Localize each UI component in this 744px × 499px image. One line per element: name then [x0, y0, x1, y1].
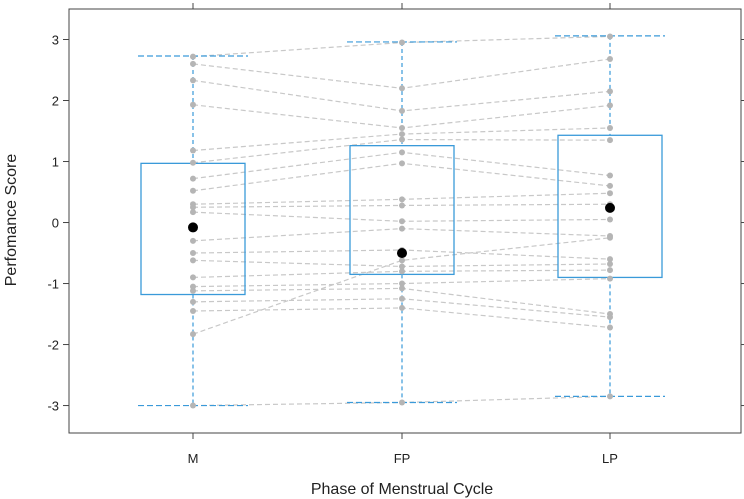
subject-point: [607, 324, 613, 331]
subject-point: [607, 256, 613, 263]
y-axis: -3 -2 -1 0 1 2 3: [47, 33, 744, 414]
subject-line: [192, 237, 611, 335]
subject-point: [399, 149, 405, 156]
subject-point: [399, 218, 405, 225]
x-tick-label: LP: [602, 451, 618, 466]
subject-point: [607, 234, 613, 241]
y-axis-title: Perfomance Score: [3, 154, 20, 287]
subject-point: [399, 280, 405, 287]
subject-point: [399, 225, 405, 232]
subject-point: [190, 283, 196, 290]
subject-point: [399, 202, 405, 209]
subject-line: [192, 35, 611, 58]
subject-point: [607, 88, 613, 95]
subject-point: [399, 39, 405, 46]
subject-points: [190, 33, 613, 409]
y-tick-label: 0: [52, 216, 59, 231]
y-tick-label: 2: [52, 94, 59, 109]
x-axis: M FP LP: [188, 3, 618, 466]
subject-point: [399, 160, 405, 167]
subject-point: [399, 85, 405, 92]
y-tick-label: -2: [47, 338, 59, 353]
median-point-M: [188, 222, 198, 233]
subject-point: [607, 267, 613, 274]
subject-point: [190, 159, 196, 166]
subject-point: [399, 285, 405, 292]
median-point-LP: [605, 202, 615, 213]
subject-point: [607, 182, 613, 189]
subject-point: [399, 257, 405, 264]
subject-point: [190, 287, 196, 294]
subject-point: [190, 53, 196, 60]
subject-point: [607, 56, 613, 63]
x-tick-label: FP: [394, 451, 411, 466]
y-tick-label: 3: [52, 33, 59, 48]
subject-point: [190, 147, 196, 154]
subject-point: [607, 275, 613, 282]
subject-point: [190, 204, 196, 211]
subject-point: [607, 172, 613, 179]
y-tick-label: -3: [47, 399, 59, 414]
y-tick-label: 1: [52, 155, 59, 170]
plot-frame: [68, 8, 742, 434]
subject-point: [190, 331, 196, 338]
subject-point: [190, 209, 196, 216]
subject-point: [399, 268, 405, 275]
subject-point: [190, 175, 196, 182]
y-tick-label: -1: [47, 277, 59, 292]
subject-point: [399, 263, 405, 270]
subject-point: [399, 107, 405, 114]
subject-point: [607, 314, 613, 321]
subject-line: [192, 162, 611, 192]
subject-point: [190, 250, 196, 257]
median-point-FP: [397, 248, 407, 259]
subject-point: [607, 393, 613, 400]
x-axis-title: Phase of Menstrual Cycle: [311, 481, 493, 498]
medians: [188, 202, 615, 259]
subject-point: [190, 237, 196, 244]
subject-point: [190, 298, 196, 305]
subject-point: [190, 187, 196, 194]
subject-point: [399, 124, 405, 131]
subject-point: [607, 190, 613, 197]
subject-point: [607, 261, 613, 268]
subject-point: [399, 304, 405, 311]
subject-point: [190, 307, 196, 314]
x-tick-label: M: [188, 451, 199, 466]
subject-point: [607, 124, 613, 131]
subject-point: [190, 101, 196, 108]
subject-point: [607, 216, 613, 223]
subject-point: [399, 399, 405, 406]
subject-point: [190, 257, 196, 264]
subject-point: [399, 196, 405, 203]
subject-point: [399, 295, 405, 302]
subject-point: [607, 102, 613, 109]
subject-point: [607, 33, 613, 40]
subject-point: [399, 136, 405, 143]
subject-point: [399, 131, 405, 138]
subject-point: [607, 137, 613, 144]
subject-point: [190, 60, 196, 67]
subject-point: [190, 77, 196, 84]
subject-point: [190, 274, 196, 281]
subject-point: [190, 402, 196, 409]
